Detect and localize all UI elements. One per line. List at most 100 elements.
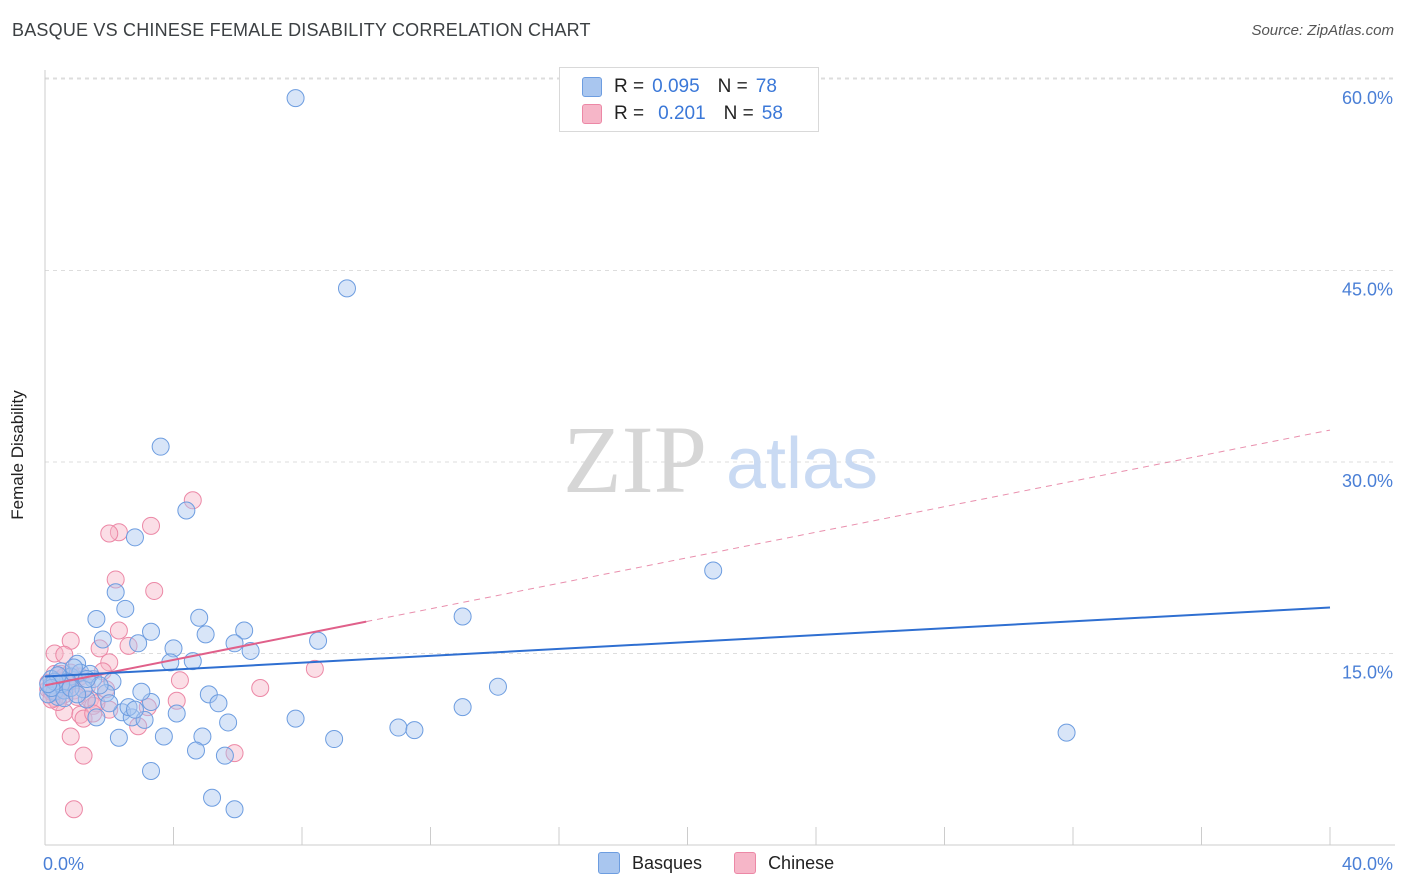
legend-r-value: 0.201 bbox=[658, 103, 706, 124]
basques-point bbox=[405, 721, 424, 740]
basques-point bbox=[453, 698, 472, 717]
basques-point bbox=[93, 630, 112, 649]
basques-point bbox=[151, 437, 170, 456]
y-tick-label: 30.0% bbox=[1342, 471, 1393, 491]
y-tick-label: 45.0% bbox=[1342, 280, 1393, 300]
basques-point bbox=[116, 599, 135, 618]
basques-point bbox=[241, 641, 260, 660]
y-tick-label: 60.0% bbox=[1342, 88, 1393, 108]
basques-point bbox=[389, 718, 408, 737]
basques-point bbox=[125, 528, 144, 547]
chinese-point bbox=[55, 703, 74, 722]
basques-point bbox=[87, 610, 106, 629]
legend-label-chinese: Chinese bbox=[768, 852, 835, 873]
basques-point bbox=[196, 625, 215, 644]
basques-point bbox=[129, 634, 148, 653]
basques-point bbox=[309, 631, 328, 650]
axes bbox=[44, 70, 1395, 846]
legend-label-basques: Basques bbox=[632, 852, 703, 873]
basques-point bbox=[199, 685, 218, 704]
chinese-point bbox=[64, 800, 83, 819]
basques-point bbox=[215, 746, 234, 765]
chinese-point bbox=[145, 581, 164, 600]
basques-point bbox=[177, 501, 196, 520]
basques-point bbox=[337, 279, 356, 298]
basques-point bbox=[77, 690, 96, 709]
basques-point bbox=[109, 728, 128, 747]
chinese-point bbox=[100, 524, 119, 543]
chinese-points bbox=[39, 491, 324, 819]
basques-point bbox=[132, 682, 151, 701]
legend-swatch-basques bbox=[582, 77, 602, 97]
basques-point bbox=[286, 89, 305, 108]
basques-point bbox=[203, 788, 222, 807]
legend-n-label: N = bbox=[717, 76, 748, 97]
basques-point bbox=[106, 583, 125, 602]
chinese-trend-extension bbox=[366, 429, 1331, 623]
legend-n-value: 78 bbox=[755, 76, 777, 97]
legend-n-label: N = bbox=[723, 103, 754, 124]
basques-point bbox=[167, 704, 186, 723]
chinese-swatch bbox=[734, 852, 757, 874]
basques-point bbox=[186, 741, 205, 760]
y-axis-label: Female Disability bbox=[8, 390, 27, 520]
chinese-point bbox=[109, 621, 128, 640]
basques-point bbox=[704, 561, 723, 580]
basques-point bbox=[154, 727, 173, 746]
watermark-zip: ZIP bbox=[563, 406, 707, 513]
chinese-point bbox=[106, 570, 125, 589]
chinese-point bbox=[74, 709, 93, 728]
source-label: Source: ZipAtlas.com bbox=[1251, 22, 1394, 39]
chinese-point bbox=[170, 671, 189, 690]
chinese-point bbox=[251, 678, 270, 697]
legend-r-value: 0.095 bbox=[652, 76, 700, 97]
correlation-legend: R = 0.095 N = 78 R = 0.201 N = 58 bbox=[559, 67, 819, 132]
chinese-point bbox=[305, 659, 324, 678]
legend-swatch-chinese bbox=[582, 104, 602, 124]
legend-r-label: R = bbox=[614, 103, 645, 124]
basques-point bbox=[142, 622, 161, 641]
chinese-point bbox=[109, 523, 128, 542]
chinese-point bbox=[142, 516, 161, 535]
basques-point bbox=[68, 685, 87, 704]
basques-point bbox=[100, 694, 119, 713]
chinese-point bbox=[167, 691, 186, 710]
trend-lines bbox=[44, 429, 1331, 687]
basques-point bbox=[325, 730, 344, 749]
tick-labels: 15.0% 30.0% 45.0% 60.0% 0.0% 40.0% bbox=[43, 88, 1393, 874]
y-tick-label: 15.0% bbox=[1342, 663, 1393, 683]
x-tick-label: 0.0% bbox=[43, 854, 84, 874]
basques-point bbox=[286, 709, 305, 728]
basques-point bbox=[1057, 723, 1076, 742]
series-legend: Basques Chinese bbox=[598, 852, 866, 874]
basques-point bbox=[225, 800, 244, 819]
legend-item-chinese[interactable]: Chinese bbox=[734, 852, 834, 874]
basques-point bbox=[164, 639, 183, 658]
chinese-trend-line bbox=[44, 620, 367, 687]
legend-row-basques: R = 0.095 N = 78 bbox=[582, 74, 777, 100]
chart-title: BASQUE VS CHINESE FEMALE DISABILITY CORR… bbox=[12, 20, 591, 40]
basques-point bbox=[142, 761, 161, 780]
legend-item-basques[interactable]: Basques bbox=[598, 852, 702, 874]
chinese-point bbox=[45, 644, 64, 663]
chinese-point bbox=[74, 746, 93, 765]
legend-row-chinese: R = 0.201 N = 58 bbox=[582, 101, 783, 127]
x-tick-label: 40.0% bbox=[1342, 854, 1393, 874]
basques-point bbox=[453, 607, 472, 626]
chinese-point bbox=[61, 727, 80, 746]
basques-trend-line bbox=[44, 606, 1331, 678]
basques-point bbox=[190, 608, 209, 627]
watermark-atlas: atlas bbox=[726, 424, 878, 504]
chinese-point bbox=[183, 491, 202, 510]
basques-point bbox=[87, 708, 106, 727]
basques-point bbox=[125, 700, 144, 719]
basques-point bbox=[488, 677, 507, 696]
basques-point bbox=[235, 621, 254, 640]
basques-point bbox=[209, 694, 228, 713]
legend-n-value: 58 bbox=[761, 103, 783, 124]
basques-point bbox=[97, 684, 116, 703]
basques-point bbox=[219, 713, 238, 732]
watermark: ZIP atlas bbox=[563, 406, 878, 513]
legend-r-label: R = bbox=[614, 76, 645, 97]
